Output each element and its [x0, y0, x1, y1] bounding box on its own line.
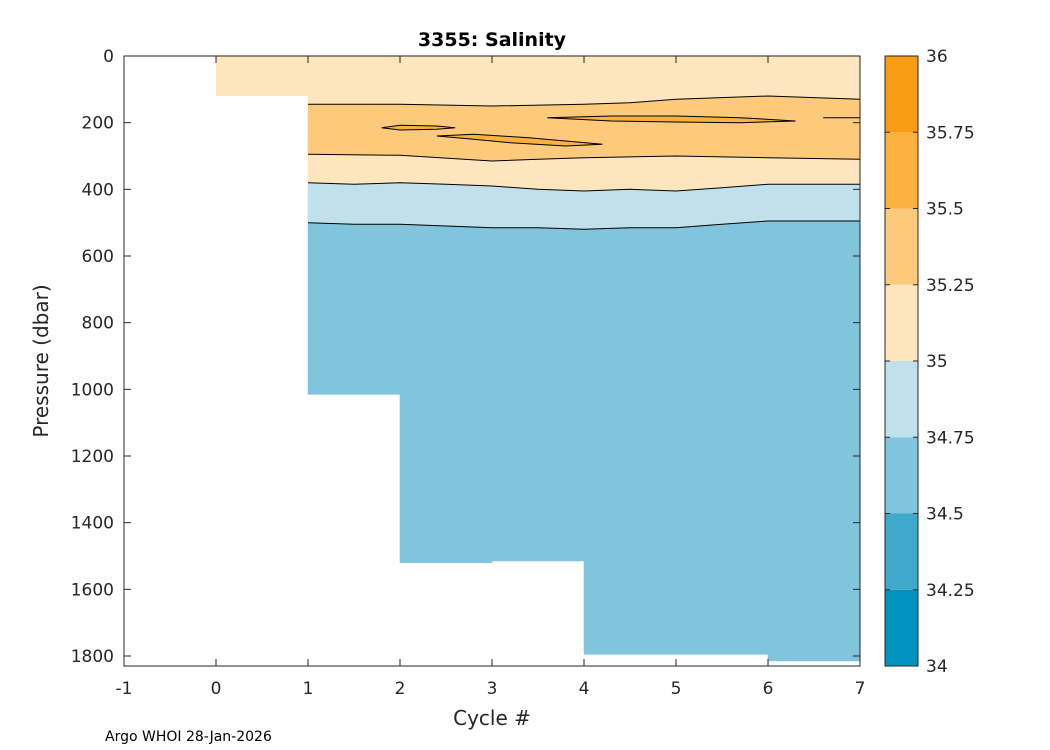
colorbar-segment [885, 56, 918, 133]
colorbar-tick-label: 34 [926, 657, 948, 677]
colorbar-segment [885, 589, 918, 666]
x-tick-label: 5 [671, 679, 682, 699]
x-axis: -1 0 1 2 3 4 5 6 7 [116, 56, 866, 699]
fill-band-0-0 [307, 55, 401, 105]
fill-band-4-4 [675, 220, 769, 655]
colorbar-segment [885, 437, 918, 514]
fill-band-5-4 [767, 220, 861, 662]
fill-band-1-1 [399, 103, 493, 162]
fill-band-3-1 [583, 98, 677, 159]
y-tick-label: 1800 [71, 647, 114, 667]
fill-band-4-0 [675, 55, 769, 100]
colorbar-tick-label: 35 [926, 352, 948, 372]
y-axis: 0 200 400 600 800 1000 1200 1400 1600 1800 [71, 47, 860, 667]
colorbar-tick-label: 35.5 [926, 200, 964, 220]
y-tick-label: 600 [82, 247, 114, 267]
x-tick-label: 4 [579, 679, 590, 699]
colorbar-segment [885, 513, 918, 590]
colorbar-segment [885, 208, 918, 285]
y-tick-label: 800 [82, 314, 114, 334]
fill-band-2-3 [491, 185, 585, 230]
fill-band-3-4 [583, 227, 677, 655]
fill-band-1-4 [399, 223, 493, 564]
colorbar-tick-label: 34.25 [926, 581, 975, 601]
x-tick-label: 2 [395, 679, 406, 699]
x-tick-label: 1 [303, 679, 314, 699]
y-tick-label: 200 [82, 114, 114, 134]
fill-band-5-0 [767, 55, 861, 100]
fill-band-5-1 [767, 95, 861, 160]
contour-line-3 [307, 220, 860, 230]
closed-contour-2 [547, 115, 796, 124]
contour-line-0 [308, 95, 861, 107]
y-tick-label: 1600 [71, 580, 114, 600]
contour-line-2 [307, 182, 860, 192]
colorbar-segment [885, 132, 918, 209]
fill-band-1-0 [399, 55, 493, 107]
fill-band-4-3 [675, 183, 769, 229]
contour-line-1 [307, 153, 861, 162]
colorbar-tick-label: 35.25 [926, 276, 975, 296]
fill-band-3-0 [583, 55, 677, 105]
fill-band-0-4 [307, 222, 401, 395]
colorbar: 34 34.25 34.5 34.75 35 35.25 35.5 35.75 36 [884, 47, 975, 677]
colorbar-segment [885, 284, 918, 361]
colorbar-tick-label: 34.75 [926, 428, 975, 448]
y-tick-label: 1400 [71, 514, 114, 534]
y-tick-label: 1200 [71, 447, 114, 467]
filled-contours [216, 55, 861, 663]
colorbar-segment [885, 361, 918, 438]
fill-band-0-2 [307, 153, 401, 185]
fill-band-2-1 [491, 103, 585, 162]
y-axis-label: Pressure (dbar) [29, 284, 53, 437]
fill-band-3-2 [583, 155, 677, 192]
x-tick-label: 7 [855, 679, 866, 699]
colorbar-tick-label: 34.5 [926, 505, 964, 525]
fill-band-0-1 [307, 104, 401, 156]
fill-band-0-3 [307, 182, 401, 225]
y-tick-label: 1000 [71, 380, 114, 400]
x-axis-label: Cycle # [453, 706, 531, 730]
chart-title: 3355: Salinity [418, 29, 567, 51]
fill-band-5-3 [767, 184, 861, 222]
footer-credit: Argo WHOI 28-Jan-2026 [105, 729, 272, 745]
closed-contour-0 [381, 124, 456, 131]
x-tick-label: -1 [116, 679, 133, 699]
x-tick-label: 6 [763, 679, 774, 699]
x-tick-label: 3 [487, 679, 498, 699]
colorbar-tick-label: 35.75 [926, 123, 975, 143]
colorbar-tick-label: 36 [926, 47, 948, 67]
fill-band-2-0 [491, 55, 585, 107]
contour-lines [307, 95, 861, 230]
closed-contour-1 [436, 133, 603, 147]
fill-band-1-3 [399, 182, 493, 229]
fill-band-5-2 [767, 157, 861, 185]
y-tick-label: 400 [82, 180, 114, 200]
fill-band-2-4 [491, 227, 585, 562]
fill-band-cycle0 [216, 56, 308, 96]
x-tick-label: 0 [211, 679, 222, 699]
fill-band-2-2 [491, 157, 585, 192]
y-tick-label: 0 [103, 47, 114, 67]
fill-band-4-1 [675, 95, 769, 159]
fill-band-3-3 [583, 188, 677, 230]
